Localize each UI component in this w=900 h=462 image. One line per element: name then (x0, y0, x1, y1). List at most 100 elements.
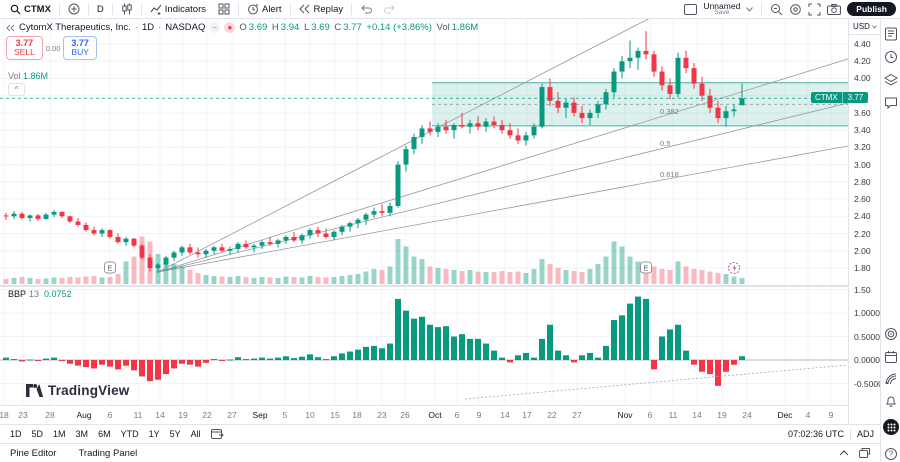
symbol-title[interactable]: CytomX Therapeutics, Inc. (19, 22, 131, 33)
indicators-icon (150, 3, 162, 15)
symbol-search[interactable]: CTMX (4, 2, 57, 17)
compare-add-button[interactable] (62, 2, 86, 17)
undo-button[interactable] (354, 2, 378, 17)
legend-interval[interactable]: 1D (141, 22, 155, 33)
redo-icon (384, 4, 396, 14)
price-tick: 4.20 (854, 56, 871, 67)
layout-select-icon[interactable] (684, 3, 698, 15)
chevron-down-icon (872, 24, 877, 29)
interval-button[interactable]: D (96, 3, 104, 15)
restore-panel-icon[interactable] (859, 448, 870, 458)
last-price-label: CTMX 3.77 (811, 92, 869, 104)
news-feed-icon[interactable] (884, 372, 898, 386)
layout-save-button[interactable]: Unnamed Save (703, 0, 741, 16)
time-tick: 5 (282, 410, 288, 420)
time-axis[interactable]: 18 23 28 Aug 6 11 14 19 22 27 Sep 5 10 15 18 23 26 Oct 6 9 1… (0, 405, 880, 424)
legend-exchange: NASDAQ (165, 22, 206, 33)
symbol-label: CTMX (24, 3, 51, 15)
range-ytd[interactable]: YTD (120, 429, 139, 439)
svg-text:?: ? (889, 450, 894, 459)
apps-menu-button[interactable] (883, 419, 899, 435)
legend-minus-icon[interactable]: – (209, 22, 221, 33)
sell-button[interactable]: 3.77 SELL (6, 36, 43, 61)
bbp-tick: 0.5000 (854, 331, 880, 342)
watchlist-icon[interactable] (884, 27, 898, 41)
footer-panel-tabs: Pine Editor Trading Panel (0, 443, 880, 462)
time-tick: 18 (0, 410, 9, 420)
help-icon[interactable]: ? (884, 447, 898, 461)
chat-icon[interactable] (884, 96, 898, 110)
indicator-templates-button[interactable] (212, 2, 236, 17)
notifications-bell-icon[interactable] (884, 394, 898, 408)
price-tick: 2.00 (854, 245, 871, 256)
time-tick: 27 (572, 410, 582, 420)
chevron-down-icon[interactable] (746, 6, 754, 12)
svg-text:E: E (108, 266, 113, 273)
trade-buttons: 3.77 SELL 0.00 3.77 BUY (6, 36, 97, 61)
price-tick: 4.00 (854, 73, 871, 84)
time-tick: 17 (522, 410, 532, 420)
legend-dot-icon[interactable]: ● (224, 22, 236, 33)
time-tick: 14 (500, 410, 510, 420)
chart-style-button[interactable] (115, 2, 139, 17)
tab-trading-panel[interactable]: Trading Panel (78, 447, 138, 459)
replay-button[interactable]: Replay (293, 2, 350, 17)
goto-date-icon[interactable] (210, 428, 224, 440)
bbp-indicator-legend[interactable]: BBP 13 0.0752 (8, 289, 72, 299)
buy-button[interactable]: 3.77 BUY (63, 36, 97, 61)
adjusted-toggle[interactable]: ADJ (856, 429, 874, 439)
settings-gear-icon[interactable] (789, 3, 802, 16)
tradingview-logo-icon (26, 384, 43, 397)
time-tick: 22 (547, 410, 557, 420)
tab-pine-editor[interactable]: Pine Editor (10, 447, 57, 459)
range-1d[interactable]: 1D (10, 429, 22, 439)
publish-button[interactable]: Publish (847, 2, 896, 16)
search-icon (10, 4, 21, 15)
legend-collapse-icon[interactable] (6, 24, 15, 32)
plus-circle-icon (68, 3, 80, 15)
alert-button[interactable]: Alert (241, 2, 288, 17)
range-5d[interactable]: 5D (31, 429, 44, 439)
price-axis[interactable]: USD CTMX 3.77 4.40 4.20 4.00 3.60 3.40 3.20 3.… (811, 19, 883, 424)
range-3m[interactable]: 3M (75, 429, 89, 439)
calendar-icon[interactable] (884, 350, 898, 364)
range-6m[interactable]: 6M (98, 429, 111, 439)
legend-collapse-button[interactable]: ^ (8, 83, 25, 96)
time-tick: 15 (330, 410, 340, 420)
object-tree-layers-icon[interactable] (884, 73, 898, 87)
time-tick: 6 (454, 410, 460, 420)
currency-selector[interactable]: USD (849, 19, 881, 35)
range-1y[interactable]: 1Y (148, 429, 160, 439)
time-tick: 18 (352, 410, 362, 420)
bottom-status-bar: 1D 5D 1M 3M 6M YTD 1Y 5Y All 07:02:36 UT… (0, 424, 880, 443)
candles (3, 31, 745, 274)
price-tick: 3.00 (854, 159, 871, 170)
screener-target-icon[interactable] (884, 327, 898, 341)
redo-button[interactable] (378, 2, 402, 17)
snapshot-camera-icon[interactable] (827, 3, 842, 15)
bbp-tick: 0.0000 (854, 355, 880, 365)
bbp-tick: 1.0000 (854, 308, 880, 318)
tradingview-logo[interactable]: TradingView (26, 383, 129, 398)
range-all[interactable]: All (190, 429, 201, 439)
range-1m[interactable]: 1M (53, 429, 66, 439)
quick-search-icon[interactable] (770, 3, 783, 16)
svg-text:0.382: 0.382 (660, 107, 679, 116)
time-tick: 19 (178, 410, 188, 420)
time-tick: Nov (617, 410, 633, 420)
clock-utc[interactable]: 07:02:36 UTC (787, 429, 844, 439)
fullscreen-icon[interactable] (808, 3, 821, 16)
price-tick: 2.40 (854, 211, 871, 222)
replay-icon (298, 4, 311, 14)
alerts-clock-icon[interactable] (884, 50, 898, 64)
time-tick: 6 (647, 410, 653, 420)
change-value: +0.14 (+3.86%) (366, 22, 432, 33)
expand-panel-chevron-icon[interactable] (839, 450, 849, 456)
range-5y[interactable]: 5Y (169, 429, 181, 439)
time-tick: 4 (805, 410, 811, 420)
svg-text:E: E (644, 266, 649, 273)
price-tick: 2.80 (854, 176, 871, 187)
indicators-button[interactable]: Indicators (144, 2, 212, 17)
